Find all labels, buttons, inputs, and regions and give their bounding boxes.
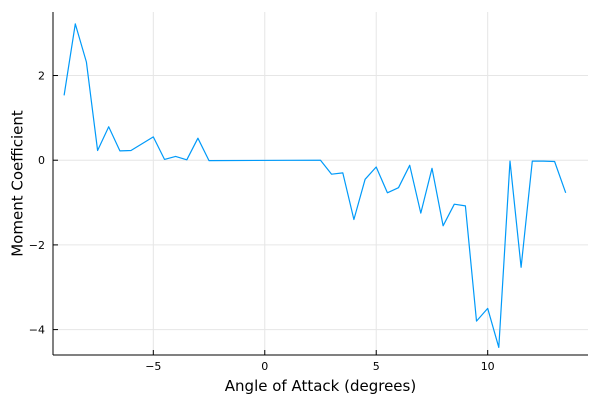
y-tick-label: −4 xyxy=(29,324,45,337)
axes xyxy=(52,12,588,356)
grid xyxy=(53,12,588,355)
x-ticks: −5 0 5 10 xyxy=(145,350,495,373)
y-ticks: −4 −2 0 2 xyxy=(29,70,58,337)
x-tick-label: −5 xyxy=(145,360,161,373)
x-tick-label: 0 xyxy=(261,360,268,373)
y-axis-title: Moment Coefficient xyxy=(8,110,26,257)
y-tick-label: 0 xyxy=(38,154,45,167)
series-line xyxy=(63,23,567,348)
series xyxy=(63,23,567,348)
x-tick-label: 10 xyxy=(481,360,495,373)
x-tick-label: 5 xyxy=(373,360,380,373)
y-tick-label: 2 xyxy=(38,70,45,83)
x-axis-title: Angle of Attack (degrees) xyxy=(225,377,416,395)
y-tick-label: −2 xyxy=(29,239,45,252)
